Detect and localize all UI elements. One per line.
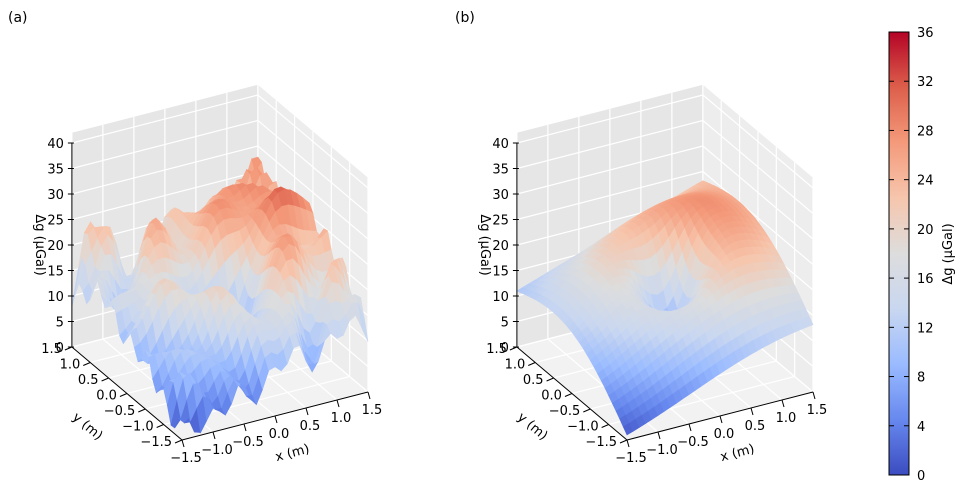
y-tick-label: 1.5: [486, 342, 507, 357]
x-tick-label: 0.5: [300, 419, 321, 434]
panel-label-b: (b): [455, 10, 475, 26]
x-axis-label-b: x (m): [719, 442, 756, 465]
z-axis-label-a: Δg (μGal): [32, 214, 47, 275]
z-tick-label: 25: [47, 214, 64, 229]
x-tick-mark: [244, 424, 246, 431]
z-tick-label: 25: [492, 214, 509, 229]
colorbar-tick-label: 4: [917, 420, 925, 435]
z-tick-label: 15: [492, 265, 509, 280]
x-tick-label: 1.0: [331, 411, 352, 426]
y-tick-label: −1.5: [140, 435, 172, 450]
y-tick-label: −0.5: [104, 404, 136, 419]
colorbar-tick-label: 20: [917, 223, 934, 238]
y-tick-mark: [528, 363, 535, 366]
y-axis-label-a: y (m): [69, 410, 105, 444]
x-tick-label: −0.5: [232, 435, 264, 450]
x-tick-mark: [306, 408, 308, 415]
colorbar-tick-label: 32: [917, 75, 934, 90]
colorbar-tick-label: 16: [917, 272, 934, 287]
colorbar-tick-label: 12: [917, 321, 934, 336]
z-tick-label: 40: [47, 137, 64, 152]
y-tick-label: −1.0: [567, 420, 599, 435]
y-tick-label: 0.0: [96, 389, 117, 404]
y-tick-mark: [102, 378, 109, 381]
z-tick-label: 35: [47, 163, 64, 178]
panel-label-a: (a): [8, 10, 28, 26]
x-tick-label: −1.5: [170, 451, 202, 466]
z-tick-label: 20: [492, 239, 509, 254]
z-tick-label: 30: [492, 188, 509, 203]
x-tick-label: 1.0: [776, 411, 797, 426]
x-tick-label: 0.0: [714, 427, 735, 442]
y-tick-label: −1.5: [585, 435, 617, 450]
z-tick-label: 15: [47, 265, 64, 280]
x-tick-mark: [337, 400, 339, 407]
panel-b: (b) 0510152025303540−1.5−1.0−0.50.00.51.…: [455, 10, 827, 466]
y-tick-mark: [583, 409, 590, 412]
x-tick-mark: [627, 440, 629, 447]
colorbar-tick-label: 24: [917, 174, 934, 189]
x-tick-label: 0.0: [269, 427, 290, 442]
z-tick-label: 10: [492, 290, 509, 305]
x-tick-mark: [689, 424, 691, 431]
colorbar-tick-label: 28: [917, 124, 934, 139]
colorbar-gradient: [889, 32, 909, 475]
z-tick-label: 40: [492, 137, 509, 152]
z-tick-label: 35: [492, 163, 509, 178]
x-tick-mark: [813, 392, 815, 399]
x-tick-label: −1.0: [646, 443, 678, 458]
y-tick-label: 0.5: [523, 373, 544, 388]
x-tick-mark: [782, 400, 784, 407]
y-tick-label: 0.5: [78, 373, 99, 388]
x-tick-label: −1.5: [615, 451, 647, 466]
x-tick-label: −1.0: [201, 443, 233, 458]
colorbar-label: Δg (μGal): [941, 223, 956, 284]
y-tick-mark: [83, 363, 90, 366]
y-tick-mark: [565, 394, 572, 397]
y-tick-label: −0.5: [549, 404, 581, 419]
x-tick-mark: [658, 432, 660, 439]
panel-a: (a) 0510152025303540−1.5−1.0−0.50.00.51.…: [8, 10, 382, 466]
colorbar: 0 4 8 12 16 20 24 28 32 36 Δg (μGal): [889, 26, 956, 484]
x-tick-label: −0.5: [677, 435, 709, 450]
colorbar-tick-label: 36: [917, 26, 934, 41]
y-axis-label-b: y (m): [514, 410, 550, 444]
z-tick-label: 5: [56, 316, 64, 331]
z-tick-label: 5: [501, 316, 509, 331]
y-tick-label: 0.0: [541, 389, 562, 404]
y-tick-label: 1.0: [505, 358, 526, 373]
y-tick-mark: [120, 394, 127, 397]
colorbar-tick-label: 0: [917, 469, 925, 484]
x-tick-mark: [751, 408, 753, 415]
colorbar-tick-label: 8: [917, 371, 925, 386]
y-tick-label: −1.0: [122, 420, 154, 435]
x-tick-mark: [720, 416, 722, 423]
y-tick-mark: [547, 378, 554, 381]
y-tick-mark: [620, 440, 627, 443]
y-tick-label: 1.5: [41, 342, 62, 357]
y-tick-mark: [138, 409, 145, 412]
z-tick-label: 10: [47, 290, 64, 305]
x-tick-mark: [182, 440, 184, 447]
z-axis-label-b: Δg (μGal): [477, 214, 492, 275]
y-tick-mark: [175, 440, 182, 443]
x-tick-label: 0.5: [745, 419, 766, 434]
x-tick-mark: [213, 432, 215, 439]
z-tick-label: 20: [47, 239, 64, 254]
x-tick-label: 1.5: [807, 403, 828, 418]
x-tick-label: 1.5: [362, 403, 383, 418]
z-tick-label: 30: [47, 188, 64, 203]
x-tick-mark: [368, 392, 370, 399]
y-tick-mark: [157, 425, 164, 428]
x-tick-mark: [275, 416, 277, 423]
y-tick-label: 1.0: [60, 358, 81, 373]
y-tick-mark: [602, 425, 609, 428]
x-axis-label-a: x (m): [274, 442, 311, 465]
